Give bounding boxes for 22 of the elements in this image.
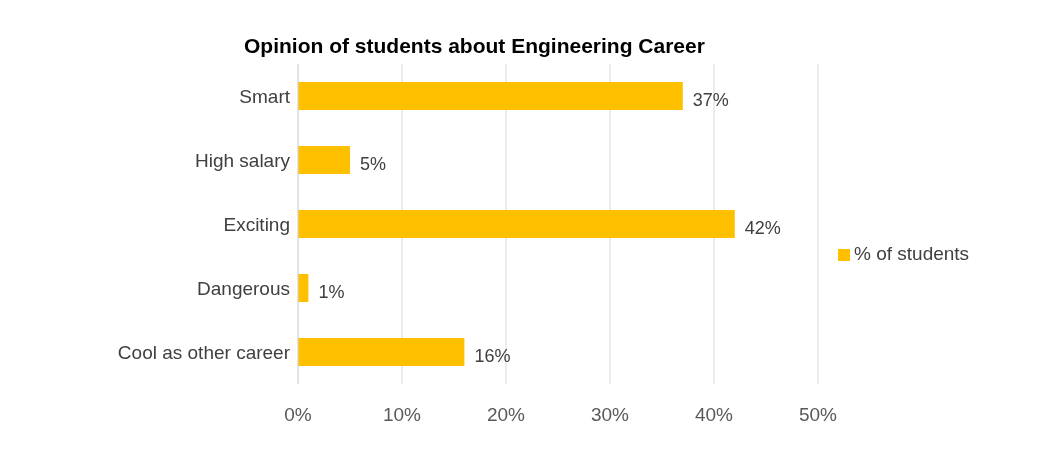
data-label: 5% [360,154,387,174]
data-label: 42% [744,218,781,238]
y-tick-label: Cool as other career [117,341,291,363]
x-tick-label: 10% [382,404,422,426]
chart-title: Opinion of students about Engineering Career [243,34,706,59]
bar [298,210,735,238]
data-label: 16% [474,346,511,366]
x-tick-label: 0% [284,404,312,426]
x-tick-label: 30% [590,404,630,426]
legend-label: % of students [854,243,970,264]
x-tick-label: 20% [486,404,526,426]
data-label: 1% [318,282,345,302]
x-tick-label: 50% [798,404,838,426]
y-tick-label: High salary [194,149,291,171]
bar [298,82,683,110]
y-tick-label: Exciting [223,213,290,235]
y-tick-label: Smart [239,85,291,107]
x-tick-label: 40% [694,404,734,426]
bar [298,338,465,366]
data-label: 37% [692,90,729,110]
y-tick-label: Dangerous [197,277,290,299]
bar [298,146,350,174]
